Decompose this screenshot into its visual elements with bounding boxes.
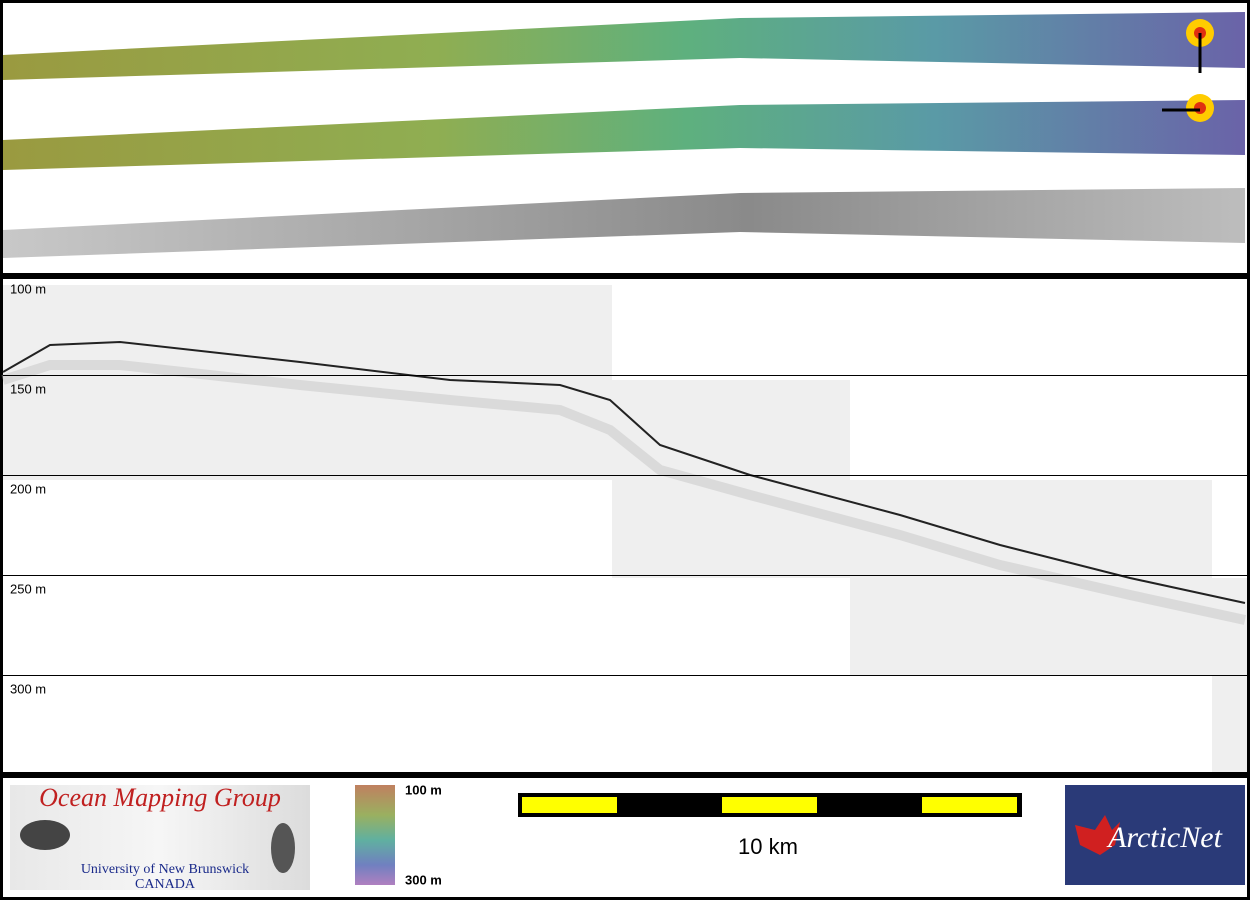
arcticnet-text: ArcticNet bbox=[1106, 821, 1223, 854]
colorbar bbox=[355, 785, 395, 885]
depth-label: 300 m bbox=[10, 681, 46, 696]
logo-shape bbox=[271, 823, 295, 873]
swath bbox=[3, 12, 1245, 80]
omg-title: Ocean Mapping Group bbox=[39, 783, 281, 812]
scale-label: 10 km bbox=[738, 834, 798, 859]
omg-university: University of New Brunswick bbox=[81, 862, 249, 877]
depth-label: 150 m bbox=[10, 381, 46, 396]
scale-bar-segment bbox=[722, 797, 817, 813]
colorbar-label: 100 m bbox=[405, 782, 442, 797]
seafloor-profile bbox=[2, 340, 1246, 604]
omg-country: CANADA bbox=[135, 877, 196, 892]
depth-label: 250 m bbox=[10, 581, 46, 596]
colorbar-label: 300 m bbox=[405, 872, 442, 887]
swath bbox=[3, 100, 1245, 170]
subbottom-texture bbox=[1, 360, 1247, 625]
depth-lines bbox=[3, 375, 1247, 676]
sun-icon bbox=[1194, 102, 1206, 114]
depth-label: 200 m bbox=[10, 481, 46, 496]
logo-shape bbox=[20, 820, 70, 850]
depth-label: 100 m bbox=[10, 281, 46, 296]
maple-leaf bbox=[1075, 815, 1120, 855]
scale-bar-segment bbox=[922, 797, 1017, 813]
backscatter bbox=[3, 188, 1245, 258]
profile-blocks bbox=[3, 285, 1247, 772]
scale-bar-segment bbox=[522, 797, 617, 813]
